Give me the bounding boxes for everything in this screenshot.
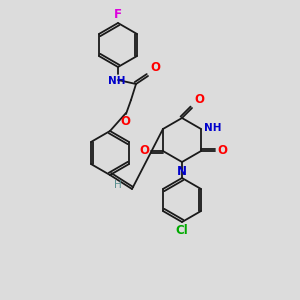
Text: F: F bbox=[114, 8, 122, 21]
Text: NH: NH bbox=[204, 123, 222, 133]
Text: O: O bbox=[139, 145, 149, 158]
Text: N: N bbox=[177, 165, 187, 178]
Text: O: O bbox=[217, 145, 227, 158]
Text: O: O bbox=[120, 115, 130, 128]
Text: O: O bbox=[194, 93, 204, 106]
Text: Cl: Cl bbox=[176, 224, 188, 237]
Text: O: O bbox=[150, 61, 160, 74]
Text: H: H bbox=[114, 180, 122, 190]
Text: NH: NH bbox=[108, 76, 126, 86]
